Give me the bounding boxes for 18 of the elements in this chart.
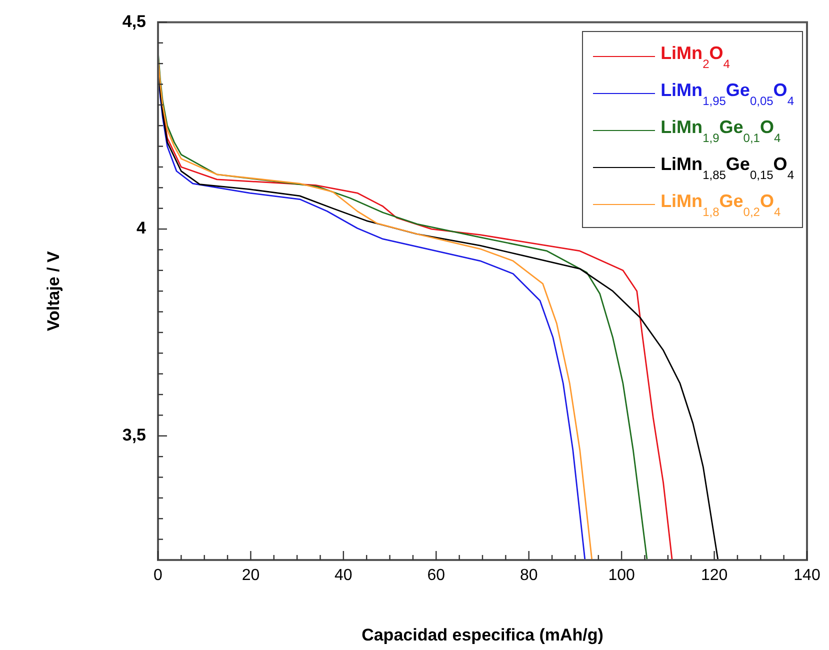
x-tick-label: 80: [520, 567, 538, 584]
x-tick-label: 40: [334, 567, 352, 584]
x-tick-label: 60: [427, 567, 446, 584]
x-tick-label: 120: [700, 567, 728, 584]
legend-label: LiMn$_{1,95}$Ge$_{0,05}$O$_{4}$: [660, 80, 794, 108]
legend-label: LiMn$_{1,9}$Ge$_{0,1}$O$_{4}$: [660, 116, 781, 145]
x-tick-label: 0: [154, 567, 163, 584]
y-tick-label: 3,5: [122, 426, 146, 445]
legend-label: LiMn$_{1,8}$Ge$_{0,2}$O$_{4}$: [660, 190, 781, 219]
y-tick-label: 4,5: [122, 12, 146, 31]
x-tick-label: 140: [794, 567, 820, 584]
y-tick-label: 4: [136, 218, 147, 238]
x-tick-label: 20: [242, 567, 260, 584]
x-tick-label: 100: [608, 567, 636, 584]
legend-label: LiMn$_{1,85}$Ge$_{0,15}$O$_{4}$: [660, 154, 794, 182]
x-axis-title: Capacidad especifica (mAh/g): [362, 625, 604, 644]
y-axis-title: Voltaje / V: [44, 250, 63, 332]
legend-label: LiMn$_{2}$O$_{4}$: [660, 42, 730, 71]
